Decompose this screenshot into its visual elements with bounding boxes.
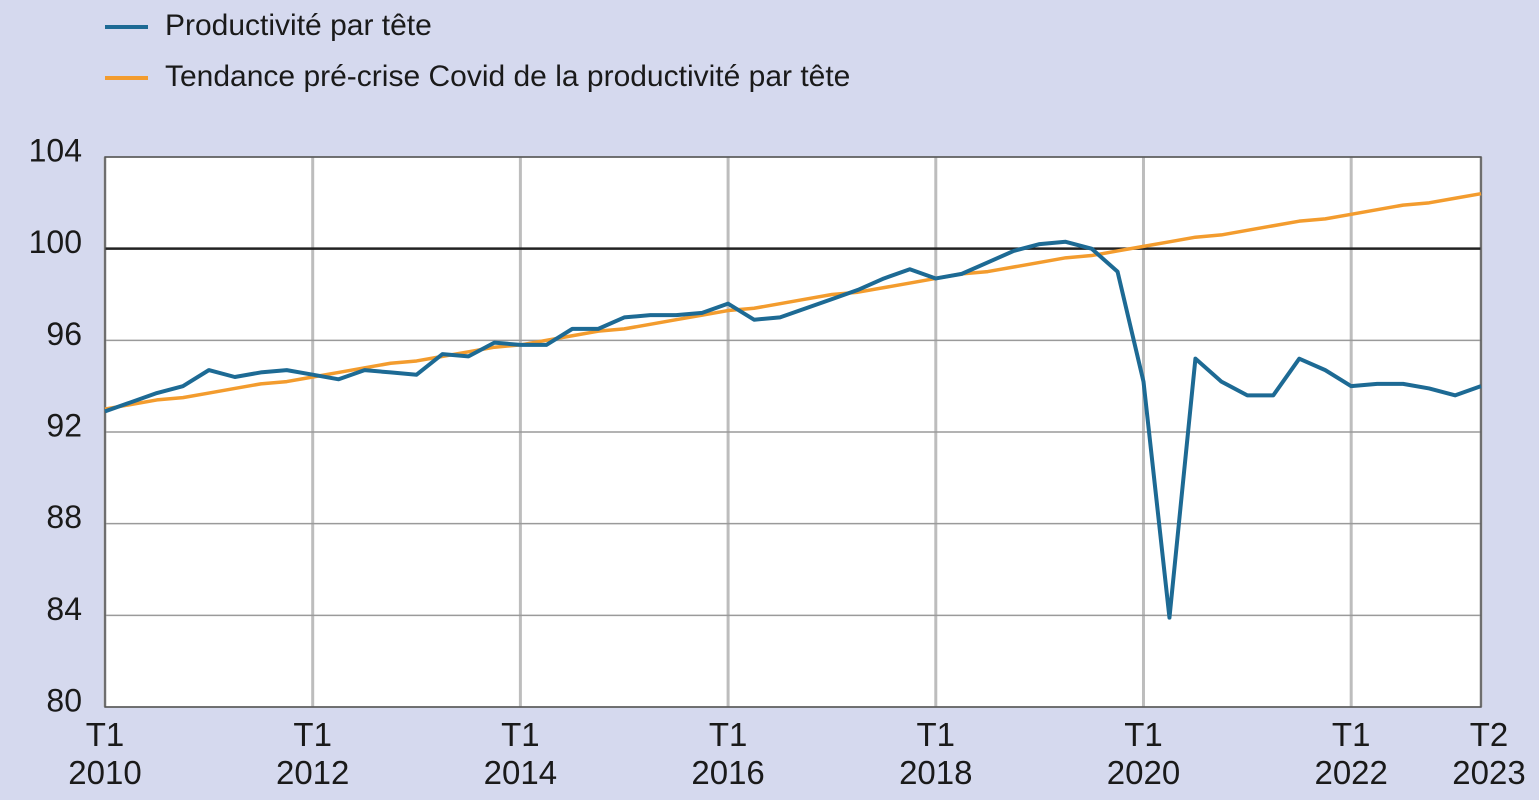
x-tick-label: T1 2022 [1314, 716, 1388, 791]
x-tick-label: T1 2010 [68, 716, 142, 791]
y-tick-label: 96 [46, 316, 82, 352]
y-tick-label: 100 [29, 224, 82, 260]
x-tick-label: T1 2020 [1106, 716, 1181, 791]
legend-label: Tendance pré-crise Covid de la productiv… [165, 60, 850, 93]
y-tick-label: 80 [46, 682, 82, 718]
plot-frame [104, 156, 1482, 708]
series-line [104, 239, 1482, 620]
series-line [104, 191, 1482, 411]
x-tick-label: T1 2012 [275, 716, 350, 791]
x-tick-label: T2 2023 [1452, 716, 1526, 791]
y-tick-label: 84 [46, 591, 82, 627]
x-tick-label: T1 2014 [483, 716, 558, 791]
legend-label: Productivité par tête [165, 9, 432, 42]
x-tick-label: T1 2018 [899, 716, 973, 791]
y-tick-label: 88 [46, 499, 82, 535]
y-tick-label: 104 [29, 132, 82, 168]
x-tick-label: T1 2016 [691, 716, 765, 791]
y-tick-label: 92 [46, 407, 82, 443]
